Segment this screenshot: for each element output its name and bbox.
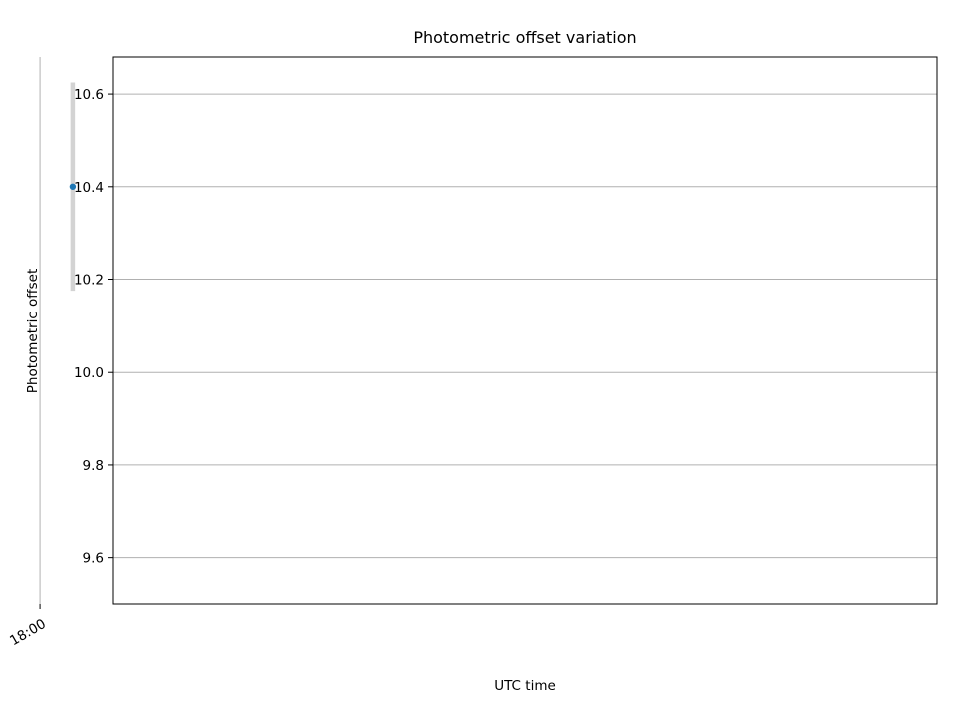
y-tick-label: 10.2 <box>74 273 104 289</box>
grid-lines <box>39 57 937 604</box>
data-points <box>69 183 77 190</box>
y-tick-label: 10.6 <box>74 87 104 103</box>
plot-frame <box>112 56 938 605</box>
y-tick-label: 10.0 <box>74 365 104 381</box>
y-axis-label: Photometric offset <box>25 269 41 393</box>
x-tick-label: 18:00 <box>7 616 49 649</box>
y-tick-label: 10.4 <box>74 180 104 196</box>
data-point <box>69 183 77 190</box>
y-tick-label: 9.6 <box>83 551 104 567</box>
y-tick-label: 9.8 <box>83 458 104 474</box>
x-axis-label: UTC time <box>494 678 556 694</box>
chart-title: Photometric offset variation <box>413 28 636 47</box>
axis-ticks: 18:0020:0022:0000:0002:0004:009.69.810.0… <box>7 87 113 649</box>
